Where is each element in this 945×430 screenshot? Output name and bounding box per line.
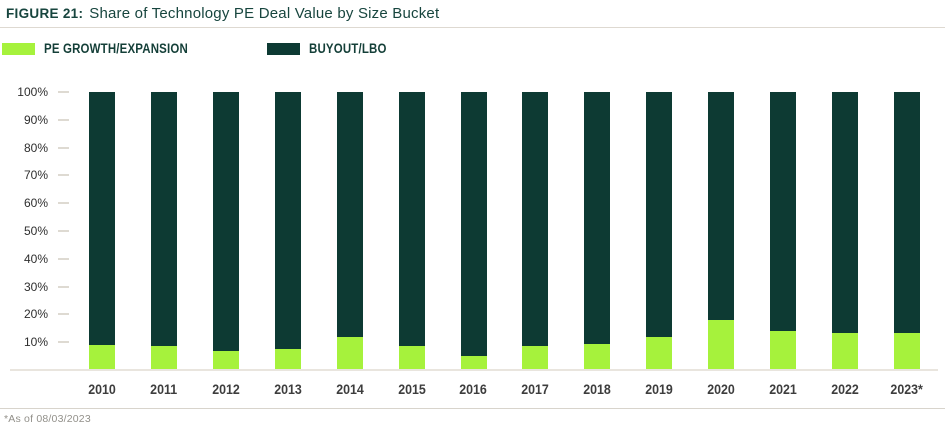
segment-pe-growth [89,345,115,370]
y-tick-label-100: 100% [17,85,48,99]
segment-pe-growth [522,346,549,370]
x-tick-label-2020: 2020 [707,382,736,397]
x-tick-label-2023: 2023* [890,382,924,397]
segment-buyout-lbo [522,92,549,347]
x-tick-label-2011: 2011 [150,382,178,397]
stacked-bar-2022 [832,92,859,370]
segment-pe-growth [460,356,487,370]
x-axis-baseline [10,369,938,371]
y-tick-label-20: 20% [23,307,48,322]
legend-label-pe-growth: PE GROWTH/EXPANSION [44,41,188,56]
y-tick-mark-50 [58,230,69,232]
segment-buyout-lbo [336,92,363,337]
figure-title: Share of Technology PE Deal Value by Siz… [89,5,440,22]
segment-pe-growth [274,349,301,370]
chart-legend: PE GROWTH/EXPANSION BUYOUT/LBO [0,41,945,56]
y-tick-label-70: 70% [23,168,48,183]
segment-buyout-lbo [89,92,115,345]
x-tick-label-2018: 2018 [583,382,612,397]
y-tick-label-60: 60% [23,196,48,211]
segment-buyout-lbo [584,92,611,344]
segment-buyout-lbo [460,92,487,357]
y-tick-mark-90 [58,118,69,121]
y-tick-mark-60 [58,202,69,205]
x-tick-label-2017: 2017 [521,382,550,397]
x-tick-label-2015: 2015 [397,382,426,397]
y-tick-mark-30 [58,285,69,288]
segment-pe-growth [212,350,239,370]
stacked-bar-2021 [770,92,797,370]
y-tick-label-80: 80% [23,140,48,155]
y-tick-label-40: 40% [23,251,48,266]
x-tick-label-2022: 2022 [831,382,859,397]
x-tick-label-2019: 2019 [645,382,674,397]
x-tick-label-2013: 2013 [273,382,302,397]
x-tick-label-2021: 2021 [769,382,797,397]
segment-buyout-lbo [646,92,673,337]
footnote: *As of 08/03/2023 [4,413,91,425]
stacked-bar-2019 [646,92,673,370]
legend-swatch-buyout [267,42,300,55]
legend-item-pe-growth: PE GROWTH/EXPANSION [2,41,213,56]
y-tick-mark-10 [58,341,69,344]
footnote-divider [0,408,945,409]
segment-pe-growth [336,336,363,370]
segment-pe-growth [893,332,920,370]
x-tick-label-2014: 2014 [335,382,364,397]
legend-label-buyout: BUYOUT/LBO [309,41,387,56]
stacked-bar-2015 [398,92,425,370]
segment-pe-growth [832,332,859,370]
stacked-bar-2012 [212,92,239,370]
x-tick-label-2012: 2012 [211,382,240,397]
segment-pe-growth [584,343,611,370]
segment-buyout-lbo [274,92,301,350]
y-tick-mark-40 [58,257,69,260]
y-tick-label-30: 30% [23,279,48,294]
y-tick-mark-70 [58,174,69,177]
legend-swatch-pe-growth [2,42,35,55]
y-tick-label-50: 50% [23,224,48,238]
header-divider [0,27,945,28]
segment-buyout-lbo [150,92,177,347]
segment-buyout-lbo [708,92,735,320]
segment-pe-growth [770,331,797,370]
stacked-bar-2017 [522,92,549,370]
segment-pe-growth [646,336,673,370]
stacked-bar-2020 [708,92,735,370]
y-tick-label-10: 10% [23,335,48,350]
stacked-bar-2023 [893,92,920,370]
stacked-bar-2016 [460,92,487,370]
stacked-bar-2018 [584,92,611,370]
x-tick-label-2016: 2016 [459,382,488,397]
segment-pe-growth [398,346,425,370]
y-tick-mark-20 [58,313,69,316]
figure-number-label: FIGURE 21: [6,6,84,21]
stacked-bar-2013 [274,92,301,370]
y-tick-mark-80 [58,146,69,149]
segment-pe-growth [150,346,177,370]
segment-buyout-lbo [893,92,920,333]
figure-header: FIGURE 21: Share of Technology PE Deal Va… [6,5,439,23]
y-tick-mark-100 [58,91,69,93]
x-tick-label-2010: 2010 [88,382,116,397]
segment-buyout-lbo [398,92,425,347]
segment-pe-growth [708,320,735,370]
stacked-bar-2011 [150,92,177,370]
legend-item-buyout: BUYOUT/LBO [267,41,400,56]
segment-buyout-lbo [212,92,239,351]
segment-buyout-lbo [770,92,797,332]
stacked-bar-2014 [336,92,363,370]
stacked-bar-2010 [89,92,115,370]
segment-buyout-lbo [832,92,859,333]
y-tick-label-90: 90% [23,112,48,127]
